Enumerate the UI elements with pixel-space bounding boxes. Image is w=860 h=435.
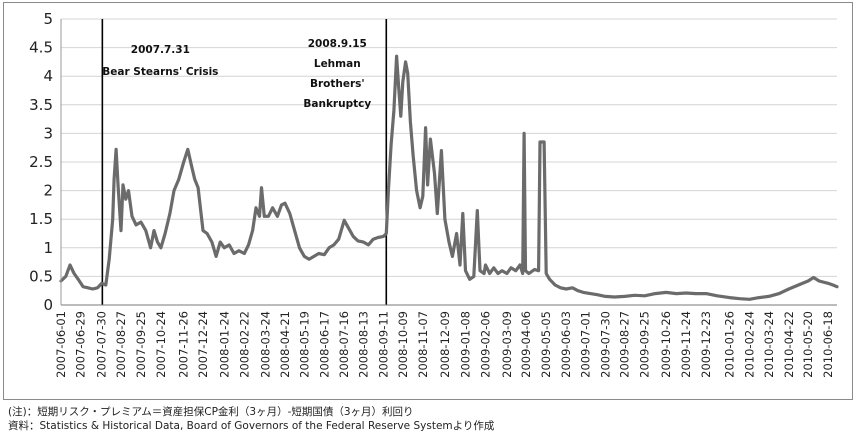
x-tick-label: 2009-10-26 bbox=[659, 311, 673, 378]
footnote-definition: (注)：短期リスク・プレミアム＝資産担保CP金利（3ヶ月）-短期国債（3ヶ月）利… bbox=[8, 406, 414, 418]
gridlines bbox=[61, 18, 837, 277]
y-tick-label: 2.5 bbox=[29, 153, 53, 171]
y-tick-label: 0 bbox=[43, 296, 53, 314]
axes bbox=[60, 19, 837, 306]
x-tick-label: 2008-12-09 bbox=[438, 311, 452, 378]
x-tick-label: 2007-08-27 bbox=[114, 311, 128, 378]
x-tick-label: 2010-06-18 bbox=[821, 311, 835, 378]
x-tick-label: 2009-08-27 bbox=[618, 311, 632, 378]
x-tick-label: 2009-02-06 bbox=[479, 311, 493, 378]
x-tick-label: 2007-09-25 bbox=[134, 311, 148, 378]
x-tick-label: 2010-05-20 bbox=[801, 311, 815, 378]
x-tick-label: 2007-07-30 bbox=[95, 311, 109, 378]
x-tick-label: 2007-12-24 bbox=[196, 311, 210, 378]
x-tick-label: 2008-08-13 bbox=[357, 311, 371, 378]
x-tick-label: 2007-06-01 bbox=[54, 311, 68, 378]
event-markers: 2007.7.31 Bear Stearns' Crisis 2008.9.15 Le… bbox=[101, 19, 388, 305]
y-tick-label: 2 bbox=[43, 182, 53, 200]
x-tick-label: 2008-11-07 bbox=[416, 311, 430, 378]
chart-frame: 0 0.5 1 1.5 2 2.5 3 3.5 4 4.5 5 2007-06-01 2007-06-… bbox=[3, 2, 853, 400]
y-tick-label: 1 bbox=[43, 239, 53, 257]
x-tick-label: 2008-10-09 bbox=[396, 311, 410, 378]
event-label: 2008.9.15 bbox=[308, 38, 367, 50]
x-tick-label: 2007-11-26 bbox=[177, 311, 191, 378]
event-label: Bankruptcy bbox=[303, 98, 371, 110]
event-label: Lehman bbox=[314, 58, 361, 70]
x-tick-label: 2009-09-25 bbox=[638, 311, 652, 378]
x-tick-label: 2008-02-22 bbox=[237, 311, 251, 378]
event-label: Bear Stearns' Crisis bbox=[102, 66, 218, 78]
x-tick-label: 2009-11-24 bbox=[679, 311, 693, 378]
event-label: 2007.7.31 bbox=[131, 44, 190, 56]
y-axis-ticks: 0 0.5 1 1.5 2 2.5 3 3.5 4 4.5 5 bbox=[29, 10, 53, 314]
y-tick-label: 4.5 bbox=[29, 39, 53, 57]
y-tick-label: 3 bbox=[43, 124, 53, 142]
x-tick-label: 2008-06-17 bbox=[317, 311, 331, 378]
x-tick-label: 2007-10-24 bbox=[154, 311, 168, 378]
event-label: Brothers' bbox=[310, 78, 365, 90]
line-chart: 00.511.522.533.544.55 2007-06-01 2007-06-… bbox=[29, 10, 839, 378]
event-annotation-0: 2007.7.31 Bear Stearns' Crisis bbox=[102, 44, 218, 78]
x-tick-label: 2009-01-08 bbox=[459, 311, 473, 378]
x-tick-label: 2009-12-23 bbox=[699, 311, 713, 378]
x-tick-label: 2009-04-06 bbox=[519, 311, 533, 378]
y-tick-label: 0.5 bbox=[29, 267, 53, 285]
x-tick-label: 2008-05-19 bbox=[297, 311, 311, 378]
x-tick-label: 2010-01-26 bbox=[722, 311, 736, 378]
x-tick-label: 2008-04-21 bbox=[278, 311, 292, 378]
x-tick-label: 2009-05-05 bbox=[539, 311, 553, 378]
x-tick-label: 2009-03-09 bbox=[500, 311, 514, 378]
y-tick-label: 5 bbox=[43, 10, 53, 28]
x-tick-label: 2007-06-29 bbox=[73, 311, 87, 378]
x-tick-label: 2008-07-16 bbox=[337, 311, 351, 378]
footnote-source: 資料：Statistics & Historical Data, Board o… bbox=[8, 420, 495, 432]
x-tick-label: 2009-07-30 bbox=[598, 311, 612, 378]
x-axis-ticks: 2007-06-01 2007-06-29 2007-07-30 2007-08-27… bbox=[54, 311, 835, 378]
x-tick-label: 2009-06-03 bbox=[559, 311, 573, 378]
x-tick-label: 2010-04-22 bbox=[782, 311, 796, 378]
x-tick-label: 2010-02-24 bbox=[742, 311, 756, 378]
x-tick-label: 2008-09-11 bbox=[377, 311, 391, 378]
y-tick-label: 3.5 bbox=[29, 96, 53, 114]
y-tick-label: 1.5 bbox=[29, 210, 53, 228]
x-tick-label: 2009-07-01 bbox=[578, 311, 592, 378]
event-annotation-1: 2008.9.15 Lehman Brothers' Bankruptcy bbox=[303, 38, 371, 110]
series-layer bbox=[59, 54, 839, 301]
x-tick-label: 2010-03-24 bbox=[762, 311, 776, 378]
y-tick-label: 4 bbox=[43, 67, 53, 85]
x-tick-label: 2008-03-24 bbox=[259, 311, 273, 378]
series-line-0 bbox=[59, 54, 839, 301]
x-tick-label: 2008-01-24 bbox=[217, 311, 231, 378]
